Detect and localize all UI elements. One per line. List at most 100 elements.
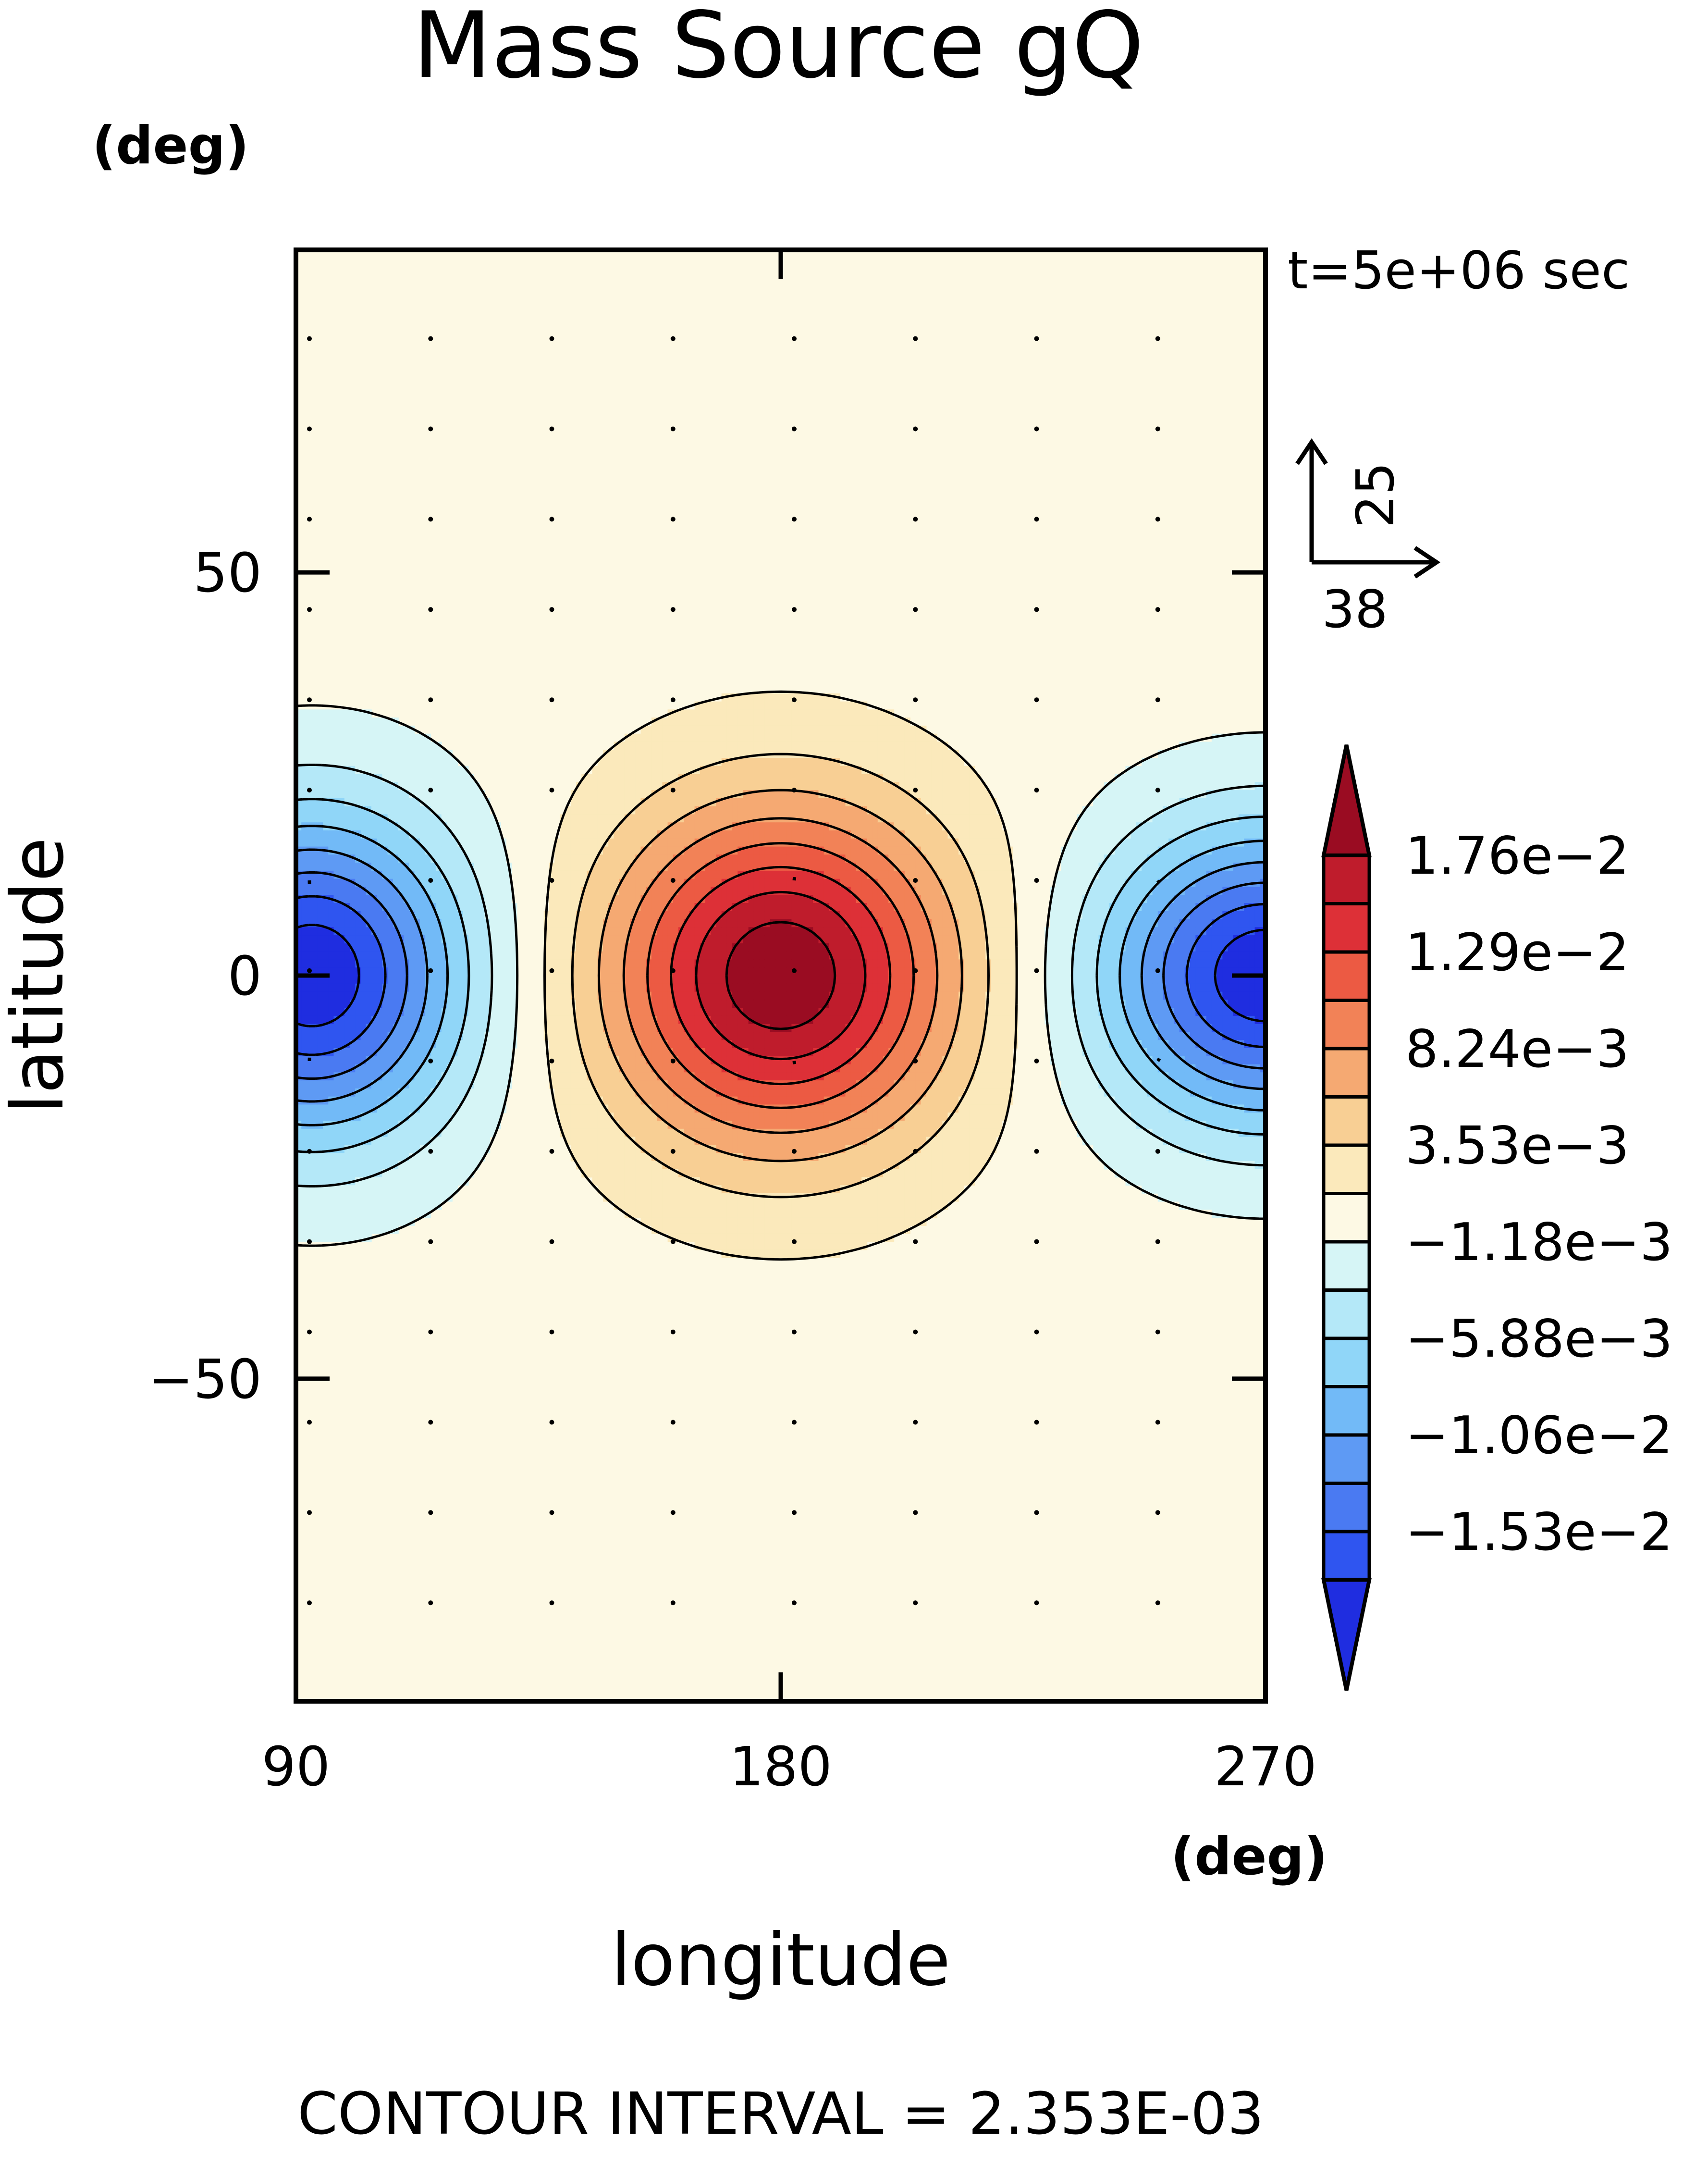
- field-cell: [360, 1104, 367, 1113]
- field-cell: [753, 935, 760, 944]
- field-cell: [597, 1137, 603, 1146]
- field-cell: [393, 838, 399, 847]
- field-cell: [630, 943, 636, 952]
- field-cell: [501, 983, 506, 992]
- field-cell: [662, 1000, 668, 1008]
- field-cell: [554, 1096, 561, 1105]
- field-cell: [700, 1024, 706, 1033]
- field-cell: [759, 1161, 765, 1170]
- field-cell: [360, 976, 367, 984]
- field-cell: [662, 1169, 668, 1178]
- field-cell: [409, 750, 415, 758]
- field-cell: [608, 1000, 614, 1008]
- field-cell: [339, 951, 345, 960]
- field-cell: [624, 911, 630, 920]
- field-cell: [355, 1201, 361, 1210]
- field-cell: [317, 750, 323, 758]
- field-cell: [684, 758, 690, 767]
- field-cell: [694, 863, 700, 871]
- field-cell: [694, 750, 700, 758]
- field-cell: [662, 1024, 668, 1033]
- field-cell: [684, 887, 690, 895]
- field-cell: [597, 1088, 603, 1097]
- field-cell: [457, 1121, 464, 1129]
- field-cell: [441, 1088, 447, 1097]
- field-cell: [667, 911, 674, 920]
- field-cell: [689, 846, 695, 855]
- field-cell: [377, 790, 383, 799]
- field-cell: [732, 967, 738, 976]
- field-cell: [419, 1024, 426, 1033]
- field-cell: [597, 903, 603, 912]
- field-cell: [393, 1201, 399, 1210]
- field-cell: [748, 1233, 754, 1242]
- field-cell: [328, 1153, 334, 1162]
- field-cell: [726, 1104, 733, 1113]
- field-cell: [333, 774, 340, 783]
- field-cell: [646, 1217, 652, 1226]
- field-cell: [587, 790, 593, 799]
- field-cell: [721, 1233, 727, 1242]
- field-cell: [770, 1008, 776, 1016]
- field-cell: [425, 1072, 431, 1081]
- field-cell: [657, 967, 663, 976]
- field-cell: [684, 1145, 690, 1153]
- field-cell: [748, 911, 754, 920]
- field-cell: [700, 1233, 706, 1242]
- field-cell: [597, 1056, 603, 1065]
- field-cell: [312, 1104, 318, 1113]
- field-cell: [716, 959, 722, 968]
- field-cell: [646, 1137, 652, 1146]
- field-cell: [726, 814, 733, 823]
- field-cell: [748, 1088, 754, 1097]
- field-cell: [603, 814, 609, 823]
- field-cell: [689, 935, 695, 944]
- field-cell: [764, 976, 771, 984]
- field-cell: [721, 1161, 727, 1170]
- field-cell: [414, 1008, 420, 1016]
- field-cell: [705, 733, 711, 742]
- field-cell: [694, 919, 700, 928]
- field-cell: [635, 1096, 641, 1105]
- field-cell: [328, 1056, 334, 1065]
- field-cell: [441, 1080, 447, 1089]
- field-cell: [565, 822, 571, 831]
- field-cell: [678, 1040, 684, 1049]
- field-cell: [366, 1048, 372, 1057]
- field-cell: [689, 1145, 695, 1153]
- field-cell: [312, 709, 318, 718]
- field-cell: [770, 1241, 776, 1250]
- field-cell: [307, 1201, 313, 1210]
- field-cell: [490, 927, 496, 936]
- field-cell: [452, 798, 458, 807]
- field-cell: [484, 830, 491, 839]
- field-cell: [366, 1088, 372, 1097]
- field-cell: [446, 838, 453, 847]
- field-cell: [667, 806, 674, 815]
- field-cell: [474, 927, 479, 936]
- field-cell: [770, 717, 776, 726]
- field-cell: [339, 1113, 345, 1121]
- field-cell: [414, 854, 420, 863]
- field-cell: [301, 903, 307, 912]
- field-cell: [630, 1104, 636, 1113]
- field-cell: [587, 983, 593, 992]
- field-cell: [781, 790, 786, 799]
- field-cell: [743, 1128, 749, 1138]
- field-cell: [630, 1000, 636, 1008]
- field-cell: [398, 1193, 404, 1202]
- field-cell: [592, 1048, 598, 1057]
- field-cell: [436, 1137, 442, 1146]
- field-cell: [657, 854, 663, 863]
- field-cell: [565, 846, 571, 855]
- field-cell: [592, 870, 598, 879]
- field-cell: [705, 1161, 711, 1170]
- field-cell: [667, 1128, 674, 1138]
- field-cell: [716, 1121, 722, 1129]
- field-cell: [344, 846, 350, 855]
- field-cell: [371, 1153, 377, 1162]
- field-cell: [732, 709, 738, 718]
- field-cell: [619, 1000, 625, 1008]
- field-cell: [630, 1113, 636, 1121]
- field-cell: [619, 1153, 625, 1162]
